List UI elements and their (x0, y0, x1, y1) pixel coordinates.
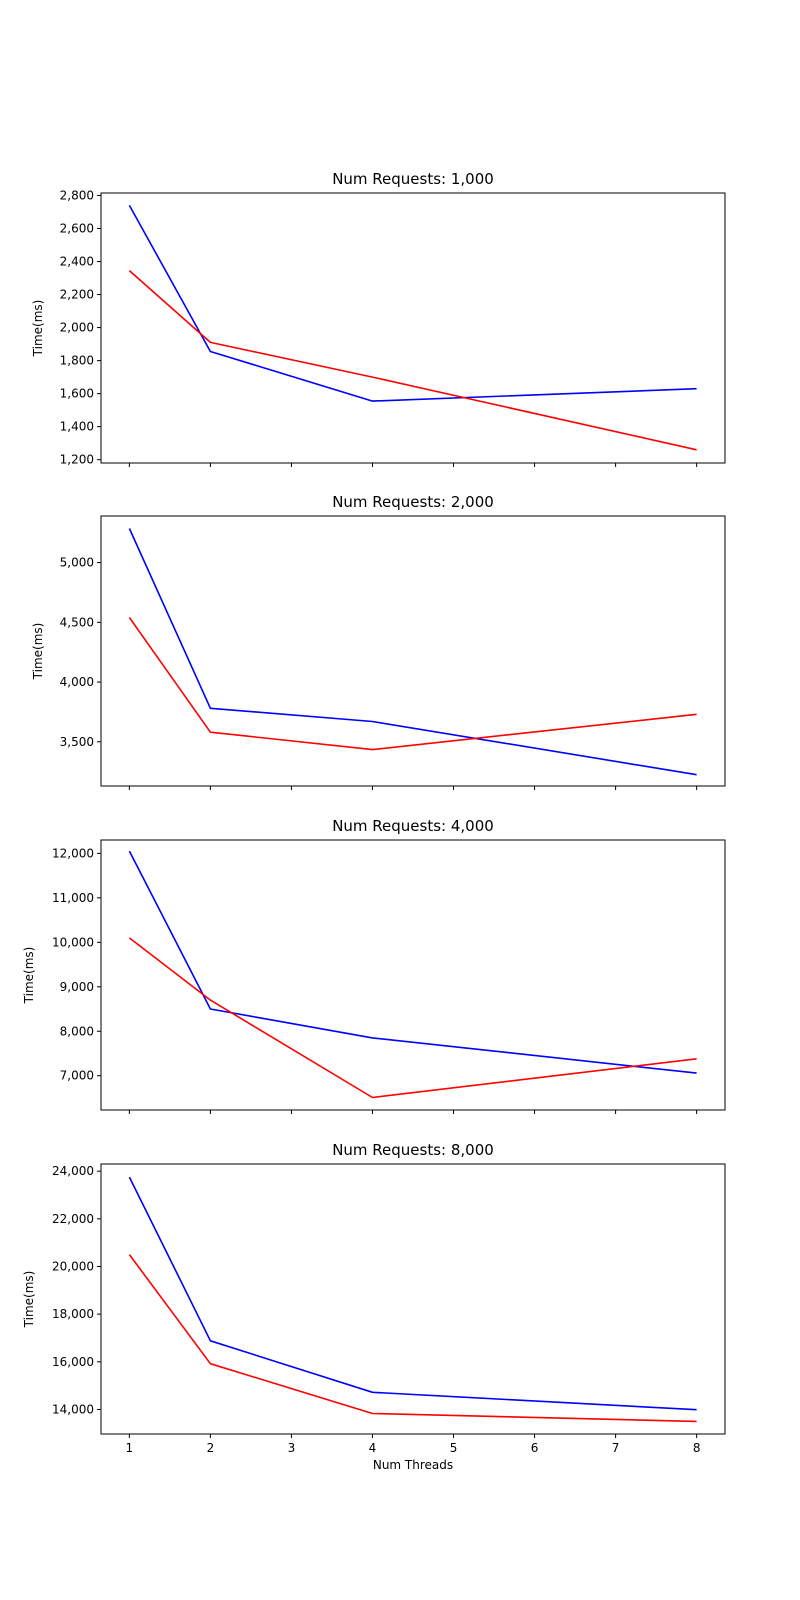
chart-panel-1: Num Requests: 1,000 1,200 1,400 1,600 1,800 2… (31, 170, 726, 467)
y-tick-label: 2,600 (60, 222, 94, 236)
x-tick-label: 6 (531, 1441, 539, 1455)
series-line-red (128, 1254, 697, 1423)
y-tick-label: 11,000 (52, 891, 94, 905)
x-tick-label: 2 (207, 1441, 215, 1455)
series-line-blue (128, 205, 697, 402)
y-tick-label: 4,500 (60, 615, 94, 629)
y-axis-label: Time(ms) (22, 1271, 36, 1329)
x-axis-label: Num Threads (373, 1458, 453, 1472)
y-tick-label: 2,800 (60, 188, 94, 202)
y-axis-label: Time(ms) (31, 623, 45, 681)
plot-frame (100, 1163, 726, 1435)
plot-frame (100, 839, 726, 1111)
y-tick-label: 10,000 (52, 935, 94, 949)
y-tick-label: 14,000 (52, 1402, 94, 1416)
chart-panel-3: Num Requests: 4,000 7,000 8,000 9,000 10,000… (22, 817, 726, 1114)
y-tick-label: 20,000 (52, 1259, 94, 1273)
y-tick-label: 22,000 (52, 1212, 94, 1226)
y-tick-label: 4,000 (60, 675, 94, 689)
y-tick-label: 12,000 (52, 846, 94, 860)
plot-frame (100, 515, 726, 787)
chart-title: Num Requests: 2,000 (332, 493, 494, 511)
y-tick-label: 24,000 (52, 1164, 94, 1178)
y-axis-label: Time(ms) (22, 947, 36, 1005)
y-tick-label: 18,000 (52, 1307, 94, 1321)
x-tick-label: 8 (693, 1441, 701, 1455)
y-tick-label: 1,600 (60, 387, 94, 401)
y-tick-label: 8,000 (60, 1024, 94, 1038)
series-line-blue (128, 1176, 697, 1411)
y-tick-label: 5,000 (60, 556, 94, 570)
x-tick-label: 5 (450, 1441, 458, 1455)
y-axis-label: Time(ms) (31, 300, 45, 358)
y-tick-label: 3,500 (60, 735, 94, 749)
y-tick-label: 2,200 (60, 288, 94, 302)
chart-title: Num Requests: 1,000 (332, 170, 494, 188)
x-tick-label: 7 (612, 1441, 620, 1455)
x-tick-label: 1 (126, 1441, 134, 1455)
x-tick-label: 3 (288, 1441, 296, 1455)
x-tick-label: 4 (369, 1441, 377, 1455)
plot-frame (100, 192, 726, 464)
y-tick-label: 1,200 (60, 453, 94, 467)
chart-title: Num Requests: 8,000 (332, 1141, 494, 1159)
series-line-blue (128, 850, 697, 1074)
chart-title: Num Requests: 4,000 (332, 817, 494, 835)
y-tick-label: 2,400 (60, 255, 94, 269)
y-tick-label: 7,000 (60, 1069, 94, 1083)
y-tick-label: 16,000 (52, 1355, 94, 1369)
series-line-blue (128, 528, 697, 776)
series-line-red (128, 270, 697, 451)
series-line-red (128, 937, 697, 1099)
chart-panel-4: Num Requests: 8,000 14,000 16,000 18,000 20,… (22, 1141, 726, 1472)
y-tick-label: 9,000 (60, 980, 94, 994)
y-tick-label: 1,800 (60, 354, 94, 368)
y-tick-label: 2,000 (60, 321, 94, 335)
series-line-red (128, 617, 697, 751)
y-tick-label: 1,400 (60, 420, 94, 434)
chart-panel-2: Num Requests: 2,000 3,500 4,000 4,500 5,000 T… (31, 493, 726, 790)
